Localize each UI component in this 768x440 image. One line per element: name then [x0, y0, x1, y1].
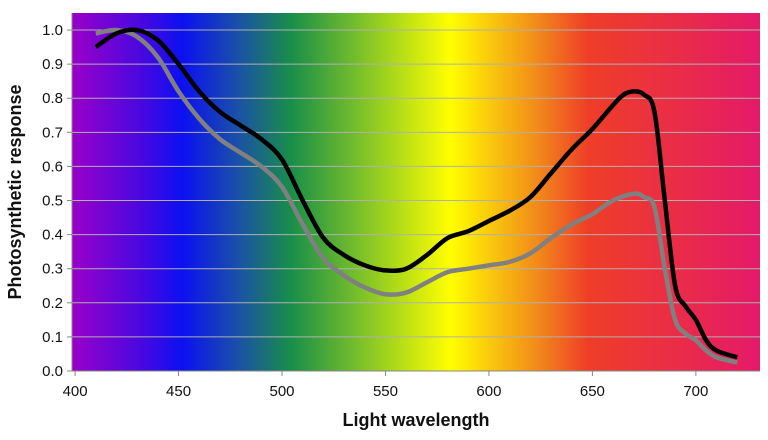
x-tick-label: 550	[373, 383, 398, 400]
y-tick-label: 0.8	[42, 90, 63, 107]
x-tick-label: 500	[270, 383, 295, 400]
x-tick-label: 650	[580, 383, 605, 400]
y-tick-label: 0.6	[42, 158, 63, 175]
black-response-line	[94, 27, 738, 360]
x-tick-label: 400	[63, 383, 88, 400]
y-tick-label: 0.1	[42, 329, 63, 346]
y-tick-label: 0.7	[42, 124, 63, 141]
x-axis-label: Light wavelength	[342, 410, 489, 430]
y-tick-label: 0.5	[42, 193, 63, 210]
y-tick-label: 0.3	[42, 261, 63, 278]
y-tick-label: 0.4	[42, 227, 63, 244]
x-tick-label: 700	[683, 383, 708, 400]
x-tick-label: 450	[166, 383, 191, 400]
gray-response-line	[95, 27, 738, 365]
plot-area	[72, 13, 760, 371]
y-tick-label: 0.2	[42, 295, 63, 312]
y-tick-label: 0.9	[42, 56, 63, 73]
y-axis-label: Photosynthetic response	[5, 84, 25, 299]
x-tick-label: 600	[476, 383, 501, 400]
y-tick-label: 1.0	[42, 22, 63, 39]
y-tick-label: 0.0	[42, 363, 63, 380]
